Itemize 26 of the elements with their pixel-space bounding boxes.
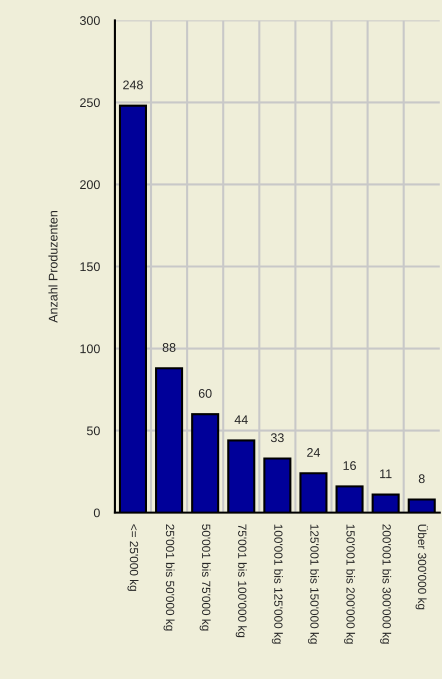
y-tick-label: 50: [86, 426, 100, 436]
y-tick-label: 250: [80, 98, 100, 108]
x-tick-label: 75'001 bis 100'000 kg: [236, 524, 247, 638]
data-label: 44: [234, 415, 248, 424]
data-label: 248: [123, 80, 143, 90]
data-label: 60: [198, 388, 212, 398]
y-tick-label: 100: [80, 344, 100, 354]
y-tick-label: 150: [80, 262, 100, 272]
y-tick-label: 0: [94, 508, 100, 518]
data-label: 33: [270, 433, 284, 442]
y-tick-label: 200: [80, 180, 100, 190]
y-tick-label: 300: [80, 16, 100, 26]
data-label: 8: [418, 474, 425, 484]
data-label: 24: [307, 448, 320, 457]
x-tick-label: 125'001 bis 150'000 kg: [308, 524, 319, 644]
x-tick-label: 50'001 bis 75'000 kg: [200, 524, 211, 631]
data-label: 88: [162, 343, 176, 352]
x-tick-label: Über 300'000 kg: [416, 524, 428, 610]
x-tick-label: 25'001 bis 50'000 kg: [164, 524, 175, 631]
x-tick-label: 150'001 bis 200'000 kg: [344, 524, 356, 644]
y-axis-title: Anzahl Produzenten: [48, 211, 58, 323]
x-tick-label: 100'001 bis 125'000 kg: [272, 524, 283, 644]
x-tick-label: <= 25'000 kg: [127, 524, 138, 591]
data-label: 11: [380, 470, 392, 478]
data-label: 16: [344, 461, 356, 470]
x-tick-label: 200'001 bis 300'000 kg: [380, 524, 392, 644]
